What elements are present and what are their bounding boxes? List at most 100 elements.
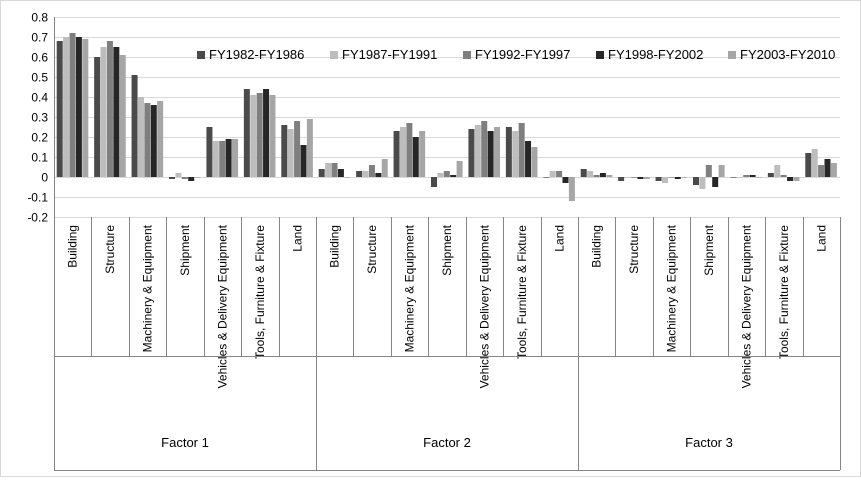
bar: [412, 137, 419, 177]
bar: [194, 177, 201, 178]
x-tick-label: Tools, Furniture & Fixture: [777, 225, 791, 359]
bar: [494, 127, 501, 177]
bar: [69, 33, 76, 177]
y-tick-label: 0.4: [31, 91, 48, 105]
bar: [431, 177, 437, 187]
bar: [774, 165, 781, 177]
x-tick-label: Structure: [365, 225, 379, 274]
legend-swatch: [463, 51, 471, 59]
bar: [505, 127, 512, 177]
x-tick-label: Land: [814, 225, 828, 252]
y-tick-label: 0.5: [31, 71, 48, 85]
bar: [793, 177, 800, 181]
bar: [82, 39, 89, 177]
bar: [599, 173, 606, 177]
x-tick-label: Vehicles & Delivery Equipment: [215, 224, 229, 388]
legend-label: FY1998-FY2002: [608, 47, 703, 62]
bar: [269, 95, 276, 177]
bar: [730, 177, 737, 178]
y-tick-label: -0.2: [27, 211, 48, 225]
bar: [144, 103, 151, 177]
bar: [206, 127, 213, 177]
bar: [75, 37, 82, 177]
x-tick-label: Structure: [103, 225, 117, 274]
bar: [487, 131, 494, 177]
bar: [780, 175, 787, 177]
bar: [699, 177, 706, 189]
bar: [518, 123, 525, 177]
x-tick-label: Land: [552, 225, 566, 252]
bar: [119, 55, 126, 177]
bar: [294, 121, 301, 177]
bar: [549, 171, 556, 177]
bar: [767, 173, 774, 177]
x-tick-label: Vehicles & Delivery Equipment: [477, 224, 491, 388]
x-tick-label: Structure: [627, 225, 641, 274]
bar: [606, 175, 613, 177]
bar: [337, 169, 344, 177]
x-tick-label: Building: [66, 225, 80, 268]
legend-label: FY1982-FY1986: [209, 47, 304, 62]
legend-label: FY2003-FY2010: [740, 47, 835, 62]
bar: [543, 177, 550, 178]
group-label: Factor 2: [423, 435, 471, 450]
legend-label: FY1992-FY1997: [475, 47, 570, 62]
bar: [743, 175, 750, 177]
y-tick-label: 0.3: [31, 111, 48, 125]
bar: [393, 131, 400, 177]
bar: [655, 177, 662, 181]
x-tick-label: Tools, Furniture & Fixture: [253, 225, 267, 359]
x-tick-label: Building: [328, 225, 342, 268]
bar: [281, 125, 288, 177]
bar: [481, 121, 488, 177]
bar: [456, 161, 463, 177]
group-label: Factor 1: [161, 435, 209, 450]
gridlines: [54, 17, 840, 218]
bar: [406, 123, 413, 177]
bar: [157, 101, 164, 177]
y-tick-label: 0.7: [31, 31, 48, 45]
bar: [63, 37, 70, 177]
bar: [468, 129, 475, 177]
bar: [243, 89, 250, 177]
bar: [805, 153, 812, 177]
bar: [181, 177, 188, 179]
legend-swatch: [596, 51, 604, 59]
bar: [250, 95, 257, 177]
y-tick-label: 0.2: [31, 131, 48, 145]
bar: [736, 177, 743, 178]
bar: [512, 131, 519, 177]
bar: [263, 89, 270, 177]
x-tick-label: Shipment: [702, 224, 716, 275]
bars: [56, 33, 837, 201]
bar: [824, 159, 831, 177]
bar: [175, 173, 182, 177]
bar: [562, 177, 569, 183]
bar: [443, 171, 450, 177]
bar: [712, 177, 719, 187]
x-tick-label: Machinery & Equipment: [141, 224, 155, 352]
bar: [100, 47, 107, 177]
bar: [94, 57, 101, 177]
bar: [331, 163, 338, 177]
bar: [749, 175, 756, 177]
bar: [219, 141, 226, 177]
group-label: Factor 3: [685, 435, 733, 450]
y-tick-label: 0.1: [31, 151, 48, 165]
x-tick-label: Vehicles & Delivery Equipment: [739, 224, 753, 388]
bar: [368, 165, 375, 177]
bar: [437, 173, 444, 177]
bar: [344, 177, 351, 178]
bar: [212, 141, 219, 177]
bar: [756, 177, 763, 178]
bar: [300, 145, 307, 177]
bar: [362, 171, 369, 177]
bar: [630, 177, 637, 178]
bar: [525, 141, 532, 177]
bar: [56, 41, 63, 177]
bar: [811, 149, 818, 177]
bar: [318, 169, 325, 177]
